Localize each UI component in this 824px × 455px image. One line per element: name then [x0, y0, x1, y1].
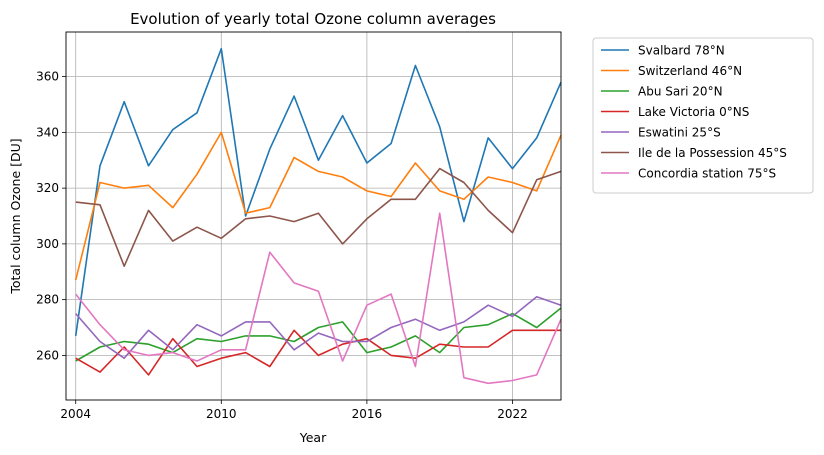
- grid: [66, 32, 561, 400]
- legend-box: [592, 37, 814, 194]
- plot-frame: [65, 31, 562, 401]
- legend-label: Ile de la Possession 45°S: [638, 146, 787, 160]
- y-axis-label: Total column Ozone [DU]: [8, 138, 23, 294]
- legend-label: Lake Victoria 0°NS: [638, 105, 749, 119]
- series-line-3: [75, 329, 561, 376]
- y-tick-label: 260: [36, 348, 59, 362]
- series-line-0: [74, 47, 562, 337]
- series-line-2: [75, 307, 562, 362]
- y-axis: 260 280 300 320 340 360: [36, 70, 66, 362]
- series-line-4: [75, 295, 562, 360]
- x-tick-label: 2010: [206, 407, 237, 421]
- x-tick-label: 2004: [60, 407, 91, 421]
- legend-label: Abu Sari 20°N: [638, 85, 723, 99]
- y-tick-label: 340: [36, 125, 59, 139]
- series-lines: [74, 47, 562, 385]
- legend: Svalbard 78°N Switzerland 46°N Abu Sari 20…: [592, 37, 814, 194]
- y-tick-label: 280: [36, 293, 59, 307]
- x-axis: 2004 2010 2016 2022: [60, 400, 528, 421]
- legend-label: Switzerland 46°N: [638, 64, 742, 78]
- x-tick-label: 2022: [497, 407, 528, 421]
- series-line-5: [75, 167, 562, 268]
- chart-title: Evolution of yearly total Ozone column a…: [130, 10, 496, 28]
- x-tick-label: 2016: [352, 407, 383, 421]
- y-tick-label: 300: [36, 237, 59, 251]
- series-line-6: [75, 212, 562, 385]
- legend-label: Eswatini 25°S: [638, 126, 721, 140]
- x-axis-label: Year: [299, 430, 327, 445]
- y-tick-label: 360: [36, 70, 59, 84]
- legend-label: Concordia station 75°S: [638, 167, 776, 181]
- y-tick-label: 320: [36, 181, 59, 195]
- series-line-1: [74, 131, 562, 281]
- legend-label: Svalbard 78°N: [638, 44, 725, 58]
